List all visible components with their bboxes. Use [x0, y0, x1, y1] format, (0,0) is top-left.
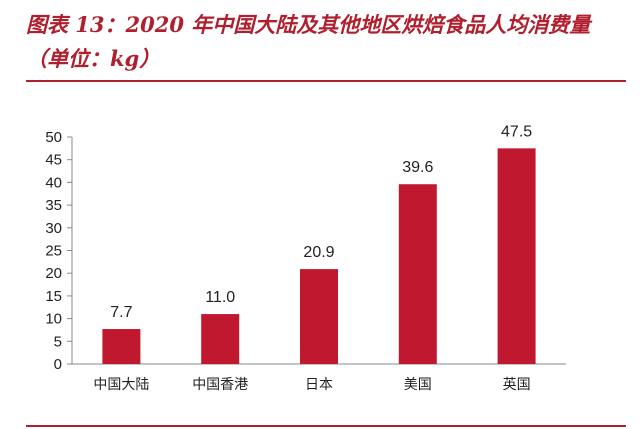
y-tick-label: 50 — [45, 129, 62, 146]
y-tick-label: 40 — [45, 174, 62, 191]
data-label: 11.0 — [205, 289, 235, 306]
y-tick-label: 25 — [45, 243, 62, 260]
bar — [300, 269, 338, 364]
data-label: 47.5 — [501, 123, 532, 140]
x-tick-label: 日本 — [305, 377, 333, 393]
bar — [102, 329, 141, 364]
data-label: 20.9 — [303, 244, 334, 261]
bar — [398, 184, 437, 364]
x-tick-label: 美国 — [404, 377, 432, 393]
data-label: 7.7 — [110, 304, 132, 321]
x-tick-label: 中国大陆 — [93, 377, 149, 393]
bar — [497, 148, 536, 364]
bar — [201, 314, 240, 364]
figure-title: 图表 13：2020 年中国大陆及其他地区烘焙食品人均消费量（单位：kg） — [26, 12, 591, 71]
x-tick-label: 中国香港 — [192, 377, 248, 393]
y-tick-label: 10 — [45, 311, 62, 328]
title-divider — [26, 80, 626, 82]
y-tick-label: 5 — [54, 333, 62, 350]
y-tick-label: 30 — [45, 220, 62, 237]
x-tick-label: 英国 — [503, 376, 531, 393]
y-tick-label: 20 — [45, 265, 62, 282]
y-tick-label: 15 — [45, 288, 62, 305]
y-tick-label: 45 — [45, 152, 62, 169]
y-tick-label: 0 — [54, 356, 62, 373]
footer-divider — [26, 425, 626, 427]
data-label: 39.6 — [402, 159, 433, 176]
y-tick-label: 35 — [45, 197, 62, 214]
